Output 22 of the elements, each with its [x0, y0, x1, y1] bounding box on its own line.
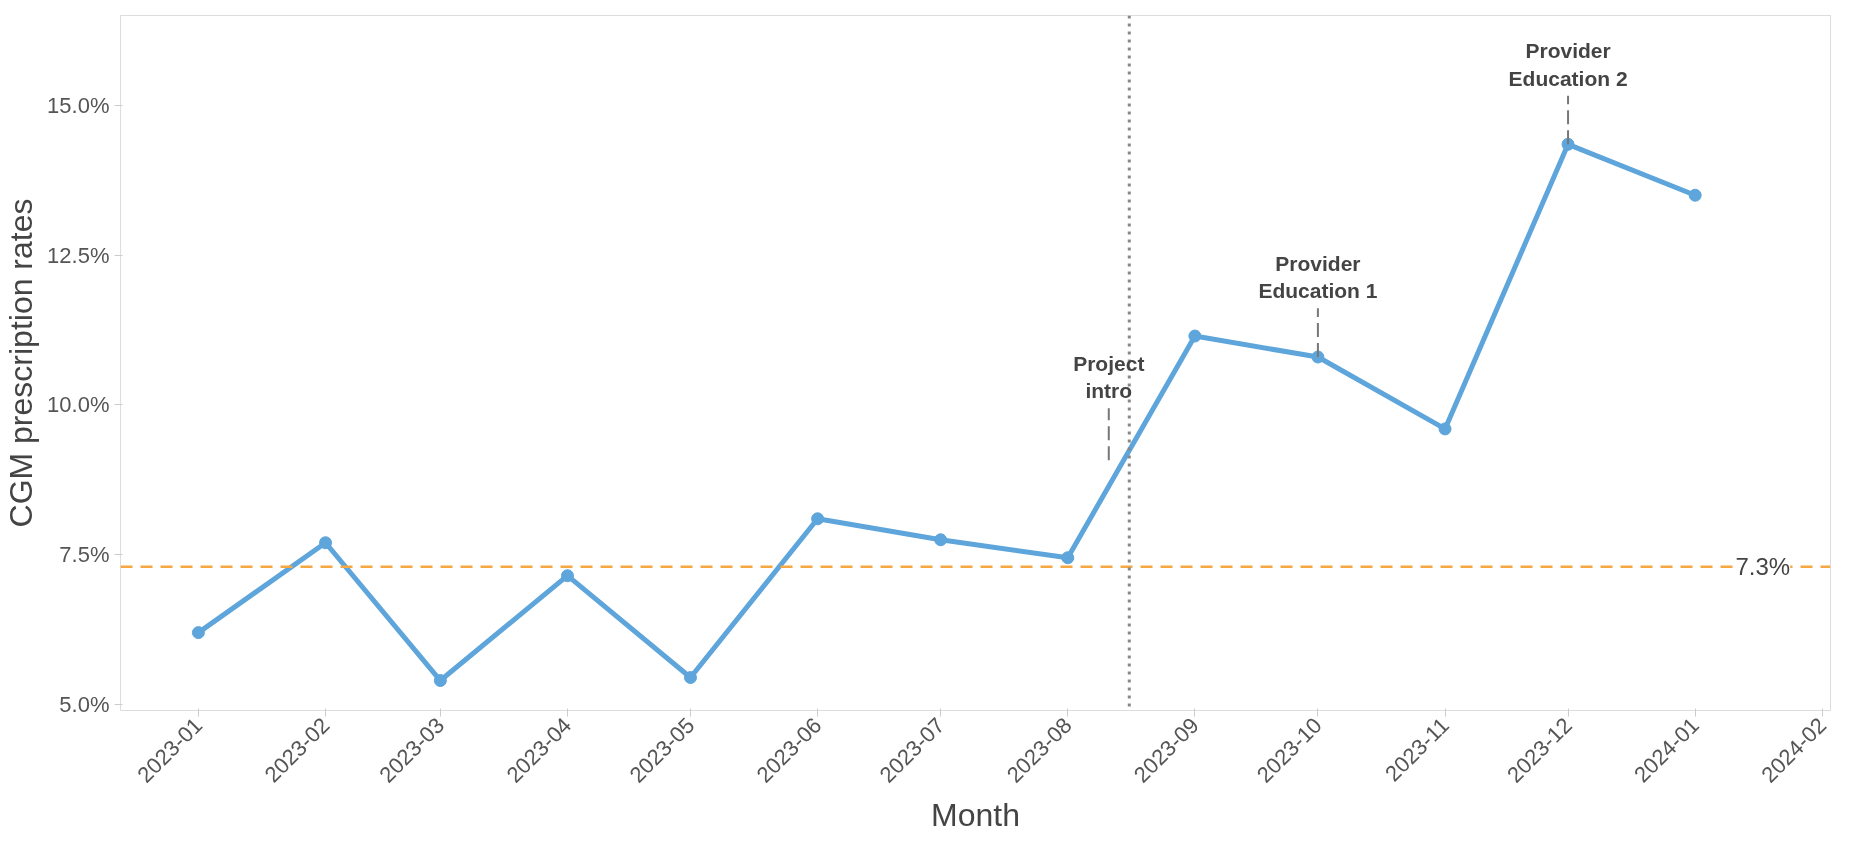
annotation: Provider Education 2: [1508, 39, 1628, 90]
point: [934, 533, 948, 547]
annotation: Provider Education 1: [1258, 251, 1378, 303]
point: [433, 674, 447, 688]
y-tick-label: 5.0%: [59, 692, 110, 718]
point: [811, 512, 825, 526]
y-tick-label: 15.0%: [47, 92, 110, 118]
point: [191, 626, 205, 640]
point: [1061, 551, 1075, 565]
point: [1688, 188, 1702, 202]
x-axis-title: Month: [931, 797, 1020, 834]
point: [1438, 422, 1452, 436]
point: [560, 569, 574, 583]
y-tick-label: 10.0%: [47, 392, 110, 418]
point: [319, 536, 333, 550]
point: [1188, 329, 1202, 343]
y-axis-title: CGM prescription rates: [3, 198, 40, 528]
y-tick-label: 12.5%: [47, 242, 110, 268]
ref-line-label: Project intro: [1073, 351, 1145, 403]
y-tick-label: 7.5%: [59, 542, 110, 568]
point: [684, 671, 697, 685]
ref-line-label: 7.3%: [1735, 553, 1791, 581]
